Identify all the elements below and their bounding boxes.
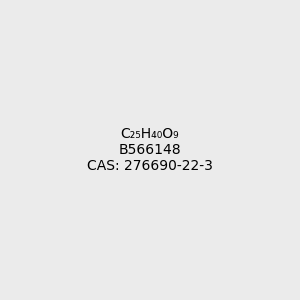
Text: C₂₅H₄₀O₉
B566148
CAS: 276690-22-3: C₂₅H₄₀O₉ B566148 CAS: 276690-22-3 — [87, 127, 213, 173]
